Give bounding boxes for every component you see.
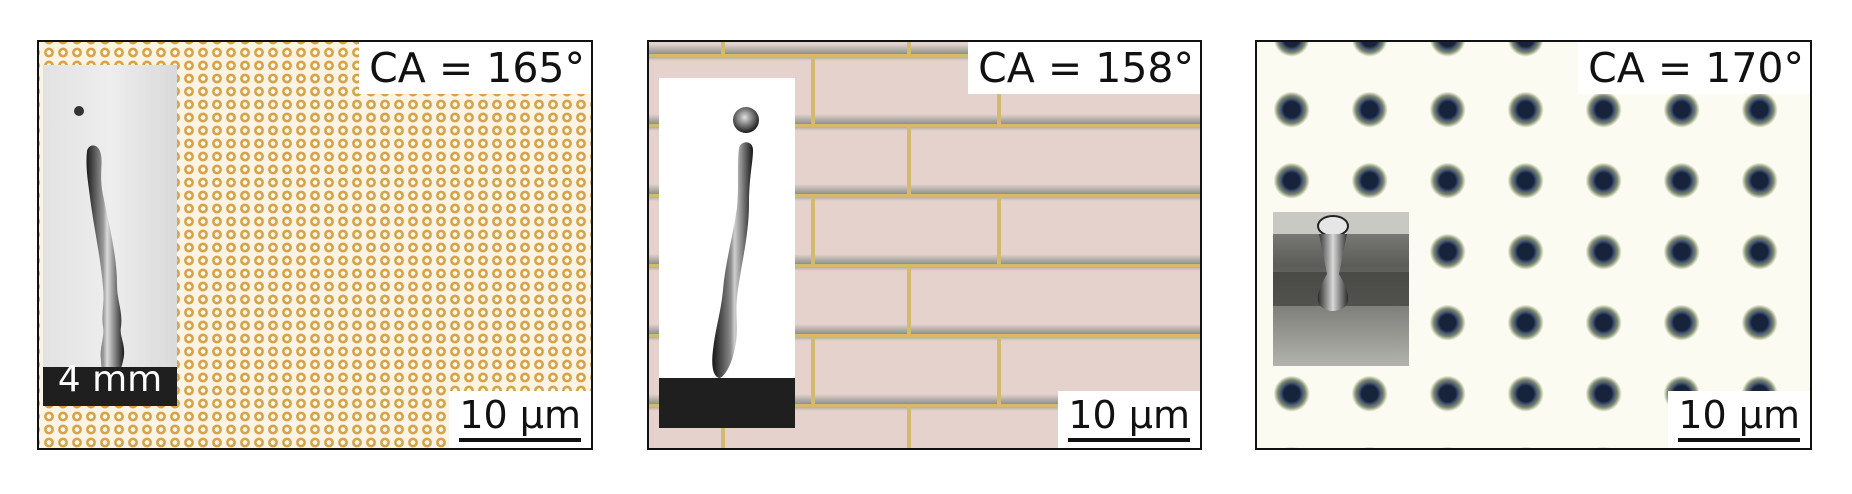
- contact-angle-label: CA = 158°: [968, 42, 1200, 94]
- scale-bar: 10 µm: [1058, 391, 1200, 448]
- droplet-on-surface-image: [1273, 212, 1409, 366]
- micrograph-panel-pillars: CA = 170° 10 µm: [1255, 40, 1812, 450]
- scale-bar-label: 10 µm: [1678, 393, 1800, 437]
- scale-bar-label: 10 µm: [459, 393, 581, 437]
- contact-angle-label: CA = 165°: [359, 42, 591, 94]
- droplet-inset-photo: [1273, 212, 1409, 366]
- micrograph-panel-bricks: CA = 158° 10 µm: [647, 40, 1202, 450]
- micrograph-panel-dots: 4 mm CA = 165° 10 µm: [37, 40, 593, 450]
- scale-bar-label: 10 µm: [1068, 393, 1190, 437]
- droplet-inset-photo: [659, 78, 795, 428]
- contact-angle-label: CA = 170°: [1578, 42, 1810, 94]
- droplet-inset-photo: 4 mm: [43, 65, 177, 406]
- inset-scale-label: 4 mm: [57, 359, 163, 400]
- droplet-jet-image: [659, 78, 795, 428]
- scale-bar-line: [1068, 438, 1190, 442]
- scale-bar-line: [1678, 438, 1800, 442]
- droplet-jet-image: [43, 65, 177, 406]
- scale-bar-line: [459, 438, 581, 442]
- scale-bar: 10 µm: [449, 391, 591, 448]
- scale-bar: 10 µm: [1668, 391, 1810, 448]
